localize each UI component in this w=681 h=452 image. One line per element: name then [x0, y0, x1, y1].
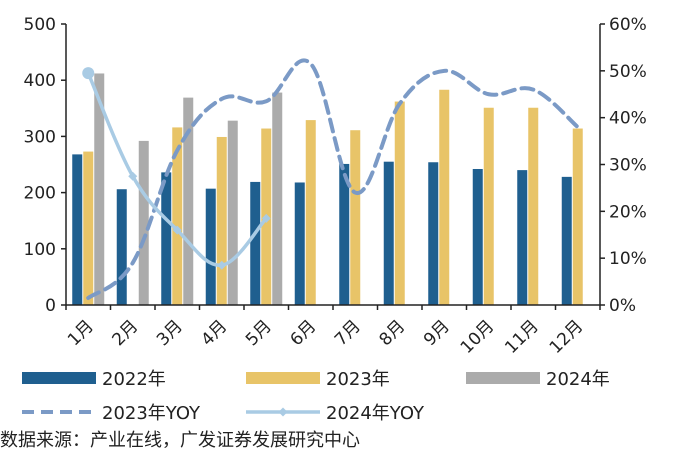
point-2024年YOY-4	[261, 213, 271, 223]
legend-label-2024年YOY: 2024年YOY	[326, 403, 425, 424]
legend-label-2022年: 2022年	[102, 369, 166, 390]
source-note: 数据来源：产业在线，广发证券发展研究中心	[0, 430, 360, 451]
right-tick-label: 0%	[609, 296, 636, 316]
x-tick-label: 6月	[286, 316, 320, 350]
bar-2022年-1月	[72, 154, 83, 305]
bar-2024年-1月	[94, 73, 105, 306]
bar-2023年-9月	[439, 89, 450, 305]
x-tick-label: 4月	[197, 316, 231, 350]
bar-2024年-3月	[183, 97, 194, 305]
legend-swatch-2024年	[466, 372, 540, 384]
legend-label-2024年: 2024年	[546, 369, 610, 390]
legend-label-2023年: 2023年	[326, 369, 390, 390]
point-2024年YOY-3	[217, 260, 227, 270]
x-tick-label: 11月	[501, 316, 542, 357]
legend-swatch-2023年	[246, 372, 320, 384]
left-tick-label: 0	[45, 296, 56, 316]
legend-label-2023年YOY: 2023年YOY	[102, 403, 201, 424]
bar-2022年-4月	[205, 188, 216, 305]
left-tick-label: 400	[24, 71, 56, 91]
x-tick-label: 1月	[64, 316, 98, 350]
x-tick-label: 12月	[546, 316, 587, 357]
x-tick-label: 2月	[108, 316, 142, 350]
x-tick-label: 9月	[420, 316, 454, 350]
bar-2023年-4月	[216, 136, 227, 305]
x-tick-label: 10月	[457, 316, 498, 357]
x-tick-label: 3月	[153, 316, 187, 350]
x-tick-label: 5月	[242, 316, 276, 350]
x-tick-label: 8月	[375, 316, 409, 350]
bar-2023年-6月	[305, 120, 316, 306]
left-tick-label: 300	[24, 127, 56, 147]
line-2023年YOY	[86, 58, 580, 300]
bar-2022年-5月	[250, 181, 261, 305]
right-tick-label: 30%	[609, 156, 647, 176]
bar-2023年-7月	[350, 130, 361, 305]
bar-2022年-2月	[116, 189, 127, 305]
point-2024年YOY-2	[172, 225, 182, 235]
left-tick-label: 500	[24, 15, 56, 35]
bar-2022年-7月	[339, 163, 350, 305]
bar-2022年-10月	[472, 168, 483, 305]
x-tick-label: 7月	[331, 316, 365, 350]
bar-2022年-12月	[561, 176, 572, 305]
right-tick-label: 50%	[609, 62, 647, 82]
left-tick-label: 100	[24, 240, 56, 260]
bar-2023年-10月	[483, 107, 494, 305]
bar-2022年-8月	[383, 161, 394, 305]
bar-2022年-9月	[428, 162, 439, 305]
bar-2024年-4月	[227, 120, 238, 305]
bar-2024年-5月	[272, 92, 283, 306]
bar-2024年-2月	[138, 140, 149, 305]
bar-2023年-1月	[83, 151, 94, 305]
legend: 2022年 2023年 2024年 2023年YOY 2024年YOY	[22, 369, 610, 424]
bar-2022年-6月	[294, 182, 305, 305]
line-2024年YOY	[86, 71, 268, 267]
legend-marker-2024年YOY	[278, 407, 288, 417]
right-tick-label: 10%	[609, 249, 647, 269]
axes-layer: 0 100 200 300 400 500 0% 10% 20% 30% 40% 50% 60% 1月 2月…	[24, 15, 647, 358]
right-tick-label: 60%	[609, 15, 647, 35]
right-tick-label: 40%	[609, 109, 647, 129]
bar-2023年-8月	[394, 101, 405, 305]
legend-swatch-2022年	[22, 372, 96, 384]
bar-2023年-11月	[528, 107, 539, 305]
point-2024年YOY-1	[128, 171, 138, 181]
bar-2023年-3月	[172, 127, 183, 306]
point-2024年YOY-0	[82, 67, 95, 80]
right-tick-label: 20%	[609, 202, 647, 222]
bar-2023年-12月	[572, 128, 583, 305]
bar-2022年-3月	[161, 172, 172, 305]
lines-layer	[82, 58, 580, 300]
left-tick-label: 200	[24, 184, 56, 204]
bar-2022年-11月	[517, 170, 528, 305]
